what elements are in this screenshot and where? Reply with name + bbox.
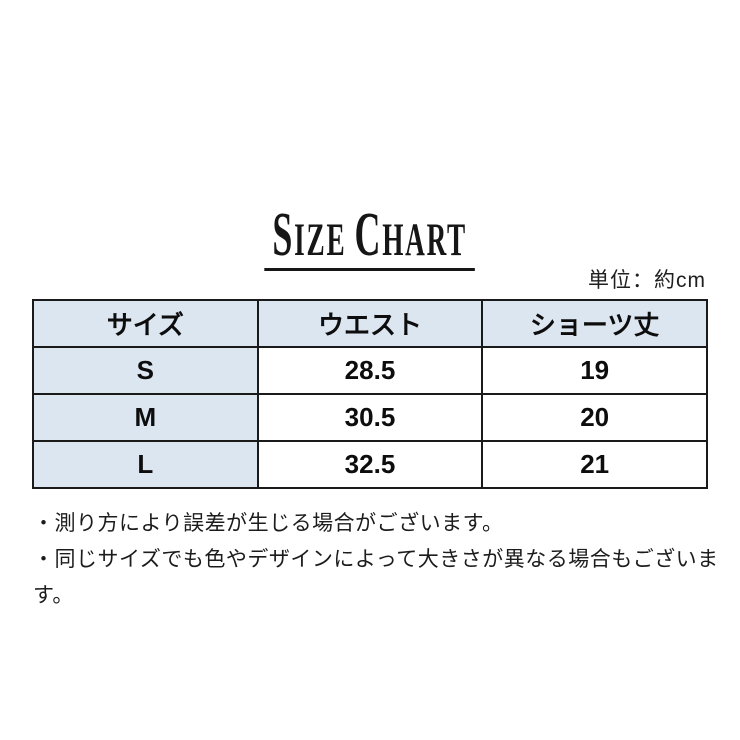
- title-letters: HART: [382, 214, 468, 267]
- waist-cell: 28.5: [256, 346, 484, 395]
- title-letter: S: [272, 201, 295, 270]
- title-letter: C: [354, 201, 383, 270]
- table-row-m: M 30.5 20: [32, 393, 708, 442]
- note-measurement-error: ・測り方により誤差が生じる場合がございます。: [33, 512, 504, 535]
- col-header-waist: ウエスト: [256, 299, 484, 348]
- waist-cell: 32.5: [256, 440, 484, 489]
- title-area: SIZE CHART: [0, 183, 740, 293]
- note-size-variation: ・同じサイズでも色やデザインによって大きさが異なる場合もございます。: [33, 548, 719, 607]
- title-letters: IZE: [294, 214, 347, 267]
- col-header-shorts-length: ショーツ丈: [481, 299, 708, 348]
- unit-label: 単位：約cm: [588, 269, 706, 292]
- shorts-length-cell: 21: [481, 440, 708, 489]
- page-title: SIZE CHART: [264, 201, 476, 272]
- size-cell: M: [32, 393, 259, 442]
- shorts-length-cell: 20: [481, 393, 708, 442]
- size-cell: S: [32, 346, 259, 395]
- size-cell: L: [32, 440, 259, 489]
- shorts-length-cell: 19: [481, 346, 708, 395]
- size-table: サイズ ウエスト ショーツ丈 S 28.5 19 M 30.5 20 L 32.…: [32, 299, 708, 489]
- size-table-body: S 28.5 19 M 30.5 20 L 32.5 21: [32, 346, 708, 489]
- table-row-s: S 28.5 19: [32, 346, 708, 395]
- header-row: サイズ ウエスト ショーツ丈: [32, 299, 708, 348]
- table-row-l: L 32.5 21: [32, 440, 708, 489]
- disclaimer-notes: ・測り方により誤差が生じる場合がございます。 ・同じサイズでも色やデザインによっ…: [33, 506, 723, 614]
- col-header-size: サイズ: [32, 299, 259, 348]
- size-table-head: サイズ ウエスト ショーツ丈: [32, 299, 708, 348]
- waist-cell: 30.5: [256, 393, 484, 442]
